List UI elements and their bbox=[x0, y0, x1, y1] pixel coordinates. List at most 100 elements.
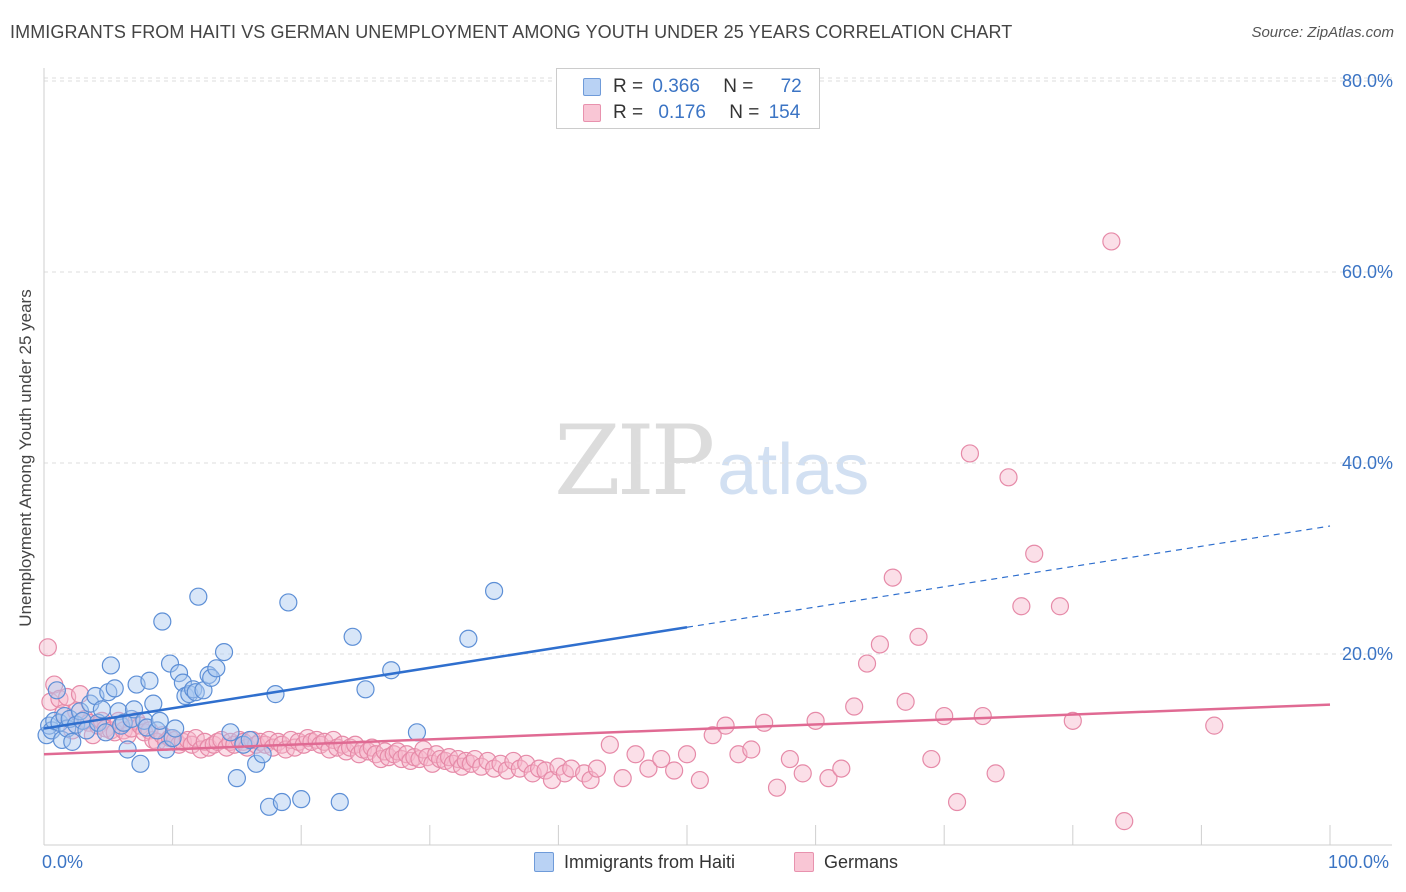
germans-point bbox=[716, 716, 735, 735]
germans-point bbox=[819, 769, 838, 788]
haiti-point bbox=[118, 740, 137, 759]
legend-germans-r-label: R = bbox=[613, 102, 644, 123]
bottom-legend-haiti: Immigrants from Haiti bbox=[534, 852, 735, 873]
legend-haiti-n-value: 72 bbox=[780, 76, 802, 97]
germans-point bbox=[1102, 232, 1121, 251]
germans-trend-line bbox=[43, 703, 1331, 756]
haiti-point bbox=[63, 732, 82, 751]
haiti-point bbox=[47, 681, 66, 700]
germans-point bbox=[677, 745, 697, 764]
haiti-point bbox=[169, 663, 189, 683]
legend-germans-n-label: N = bbox=[729, 102, 760, 123]
germans-point bbox=[793, 764, 812, 783]
haiti-trend-extension bbox=[686, 525, 1331, 628]
germans-point bbox=[845, 697, 864, 716]
legend-germans-n-value: 154 bbox=[768, 102, 801, 123]
germans-point bbox=[581, 770, 600, 790]
grid-lines bbox=[44, 77, 1392, 655]
legend-haiti-n-label: N = bbox=[723, 76, 754, 97]
haiti-point bbox=[485, 581, 504, 601]
germans-point bbox=[289, 732, 308, 751]
haiti-point bbox=[330, 792, 349, 812]
bottom-haiti-swatch bbox=[534, 852, 554, 872]
bottom-germans-swatch bbox=[794, 852, 814, 872]
germans-point bbox=[935, 706, 954, 726]
germans-point bbox=[896, 692, 915, 711]
chart-title: IMMIGRANTS FROM HAITI VS GERMAN UNEMPLOY… bbox=[10, 22, 1013, 42]
germans-point bbox=[806, 711, 825, 730]
germans-point bbox=[780, 749, 799, 769]
germans-point bbox=[909, 627, 928, 646]
axes bbox=[43, 68, 1392, 846]
watermark: ZIPatlas bbox=[554, 405, 869, 517]
germans-point bbox=[960, 444, 980, 463]
haiti-point bbox=[96, 723, 115, 742]
germans-point bbox=[870, 635, 890, 654]
x-tick-right: 100.0% bbox=[1328, 852, 1390, 872]
germans-point bbox=[857, 654, 877, 673]
haiti-point bbox=[189, 587, 208, 606]
germans-point bbox=[639, 759, 658, 778]
legend-germans-r-value: 0.176 bbox=[658, 102, 706, 123]
germans-point bbox=[973, 706, 992, 726]
germans-point bbox=[1050, 597, 1070, 616]
haiti-points bbox=[37, 581, 504, 816]
germans-swatch bbox=[583, 104, 601, 122]
legend-haiti-r-value: 0.366 bbox=[652, 76, 700, 97]
germans-point bbox=[767, 778, 787, 797]
trend-lines bbox=[43, 525, 1331, 756]
germans-point bbox=[38, 638, 57, 657]
x-tick-left: 0.0% bbox=[42, 852, 84, 872]
legend-box: R = 0.366 N = 72 R = 0.176 N = 154 bbox=[556, 68, 820, 129]
y-tick-labels: 20.0% 40.0% 60.0% 80.0% bbox=[1342, 71, 1393, 664]
haiti-point bbox=[105, 679, 124, 698]
bottom-legend-germans: Germans bbox=[794, 852, 898, 873]
watermark-zip: ZIP bbox=[554, 405, 715, 517]
germans-point bbox=[1205, 716, 1224, 735]
haiti-point bbox=[131, 754, 150, 773]
watermark-atlas: atlas bbox=[717, 430, 870, 510]
germans-point bbox=[986, 764, 1005, 783]
germans-point bbox=[1115, 812, 1134, 831]
germans-point bbox=[742, 740, 761, 759]
germans-point bbox=[613, 769, 632, 788]
haiti-trend-line bbox=[43, 626, 688, 730]
source-label: Source: ZipAtlas.com bbox=[1251, 24, 1394, 41]
germans-point bbox=[1063, 711, 1082, 730]
haiti-point bbox=[173, 673, 192, 692]
haiti-point bbox=[101, 656, 120, 675]
haiti-point bbox=[92, 700, 111, 719]
germans-point bbox=[755, 713, 774, 732]
haiti-point bbox=[207, 659, 226, 678]
haiti-point bbox=[227, 769, 246, 788]
germans-point bbox=[832, 759, 851, 778]
germans-point bbox=[690, 770, 709, 790]
haiti-point bbox=[221, 723, 240, 742]
germans-point bbox=[883, 568, 902, 587]
haiti-point bbox=[202, 668, 221, 687]
haiti-point bbox=[343, 627, 362, 646]
germans-points bbox=[38, 232, 1224, 831]
y-tick-label: 40.0% bbox=[1342, 453, 1393, 473]
y-tick-label: 60.0% bbox=[1342, 262, 1393, 282]
haiti-point bbox=[459, 629, 478, 648]
y-axis-label: Unemployment Among Youth under 25 years bbox=[16, 289, 35, 627]
haiti-point bbox=[214, 642, 234, 662]
germans-point bbox=[999, 468, 1018, 487]
germans-point bbox=[600, 735, 619, 754]
germans-point bbox=[626, 745, 645, 764]
haiti-point bbox=[382, 661, 401, 680]
germans-point bbox=[186, 728, 205, 748]
germans-point bbox=[922, 749, 941, 769]
y-tick-label: 20.0% bbox=[1342, 644, 1393, 664]
germans-point bbox=[587, 759, 607, 778]
haiti-point bbox=[153, 612, 172, 631]
bottom-germans-label: Germans bbox=[824, 852, 899, 872]
haiti-point bbox=[150, 711, 169, 730]
germans-point bbox=[530, 759, 549, 778]
haiti-point bbox=[279, 593, 298, 612]
haiti-point bbox=[247, 754, 266, 773]
haiti-point bbox=[407, 723, 427, 742]
y-tick-label: 80.0% bbox=[1342, 71, 1393, 91]
